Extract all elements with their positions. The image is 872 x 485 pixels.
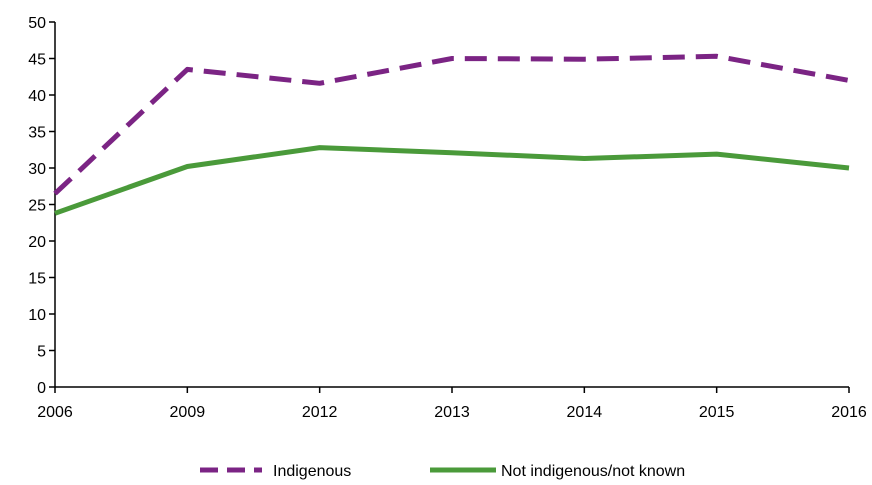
y-tick-label: 5 — [37, 344, 46, 361]
x-tick-label: 2013 — [434, 404, 470, 421]
axes: 0 5 10 15 20 25 30 35 40 45 50 2006 2009 2012 2013 201… — [28, 15, 867, 421]
y-tick-label: 0 — [37, 380, 46, 397]
x-tick-label: 2006 — [37, 404, 73, 421]
series-line-not-indigenous — [54, 145, 850, 216]
y-tick-label: 50 — [28, 15, 46, 32]
y-ticks: 0 5 10 15 20 25 30 35 40 45 50 — [28, 15, 55, 397]
y-tick-label: 15 — [28, 271, 46, 288]
y-tick-label: 35 — [28, 125, 46, 142]
x-ticks: 2006 2009 2012 2013 2014 2015 2016 — [37, 387, 867, 421]
y-tick-label: 25 — [28, 198, 46, 215]
x-tick-label: 2015 — [699, 404, 735, 421]
y-tick-label: 20 — [28, 234, 46, 251]
legend-label-indigenous: Indigenous — [273, 463, 351, 480]
y-tick-label: 45 — [28, 52, 46, 69]
legend-label-not-indigenous: Not indigenous/not known — [501, 463, 685, 480]
x-tick-label: 2014 — [567, 404, 603, 421]
y-tick-label: 40 — [28, 88, 46, 105]
x-tick-label: 2016 — [831, 404, 867, 421]
x-tick-label: 2009 — [170, 404, 206, 421]
y-tick-label: 30 — [28, 161, 46, 178]
x-tick-label: 2012 — [302, 404, 338, 421]
legend: Indigenous Not indigenous/not known — [200, 463, 685, 480]
series — [53, 53, 850, 216]
y-tick-label: 10 — [28, 307, 46, 324]
